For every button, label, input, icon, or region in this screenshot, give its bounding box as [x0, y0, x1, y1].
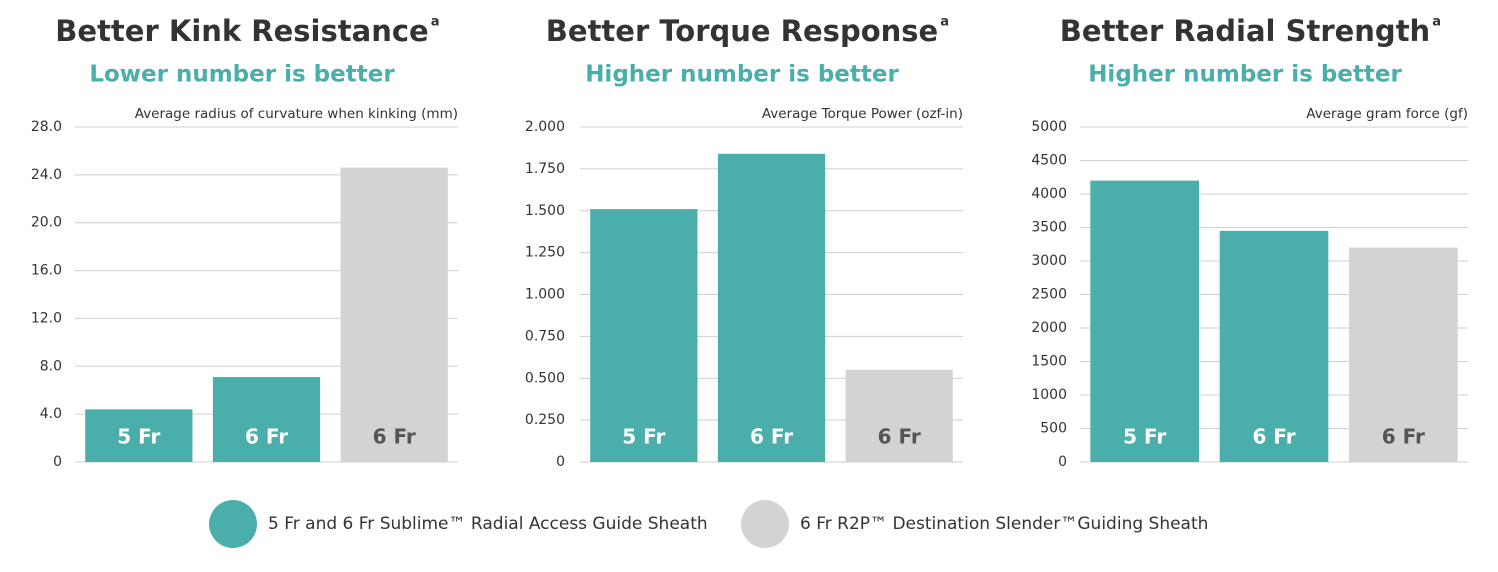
- title-note: a: [940, 15, 949, 30]
- category-label: 5 Fr: [622, 425, 665, 449]
- y-tick-label: 3500: [1031, 220, 1067, 236]
- chart-title: Better Kink Resistance: [55, 14, 428, 48]
- y-axis-label: Average radius of curvature when kinking…: [135, 106, 458, 122]
- category-label: 6 Fr: [750, 425, 793, 449]
- y-tick-label: 500: [1040, 421, 1067, 437]
- y-tick-label: 0.500: [525, 370, 565, 386]
- y-tick-label: 1.500: [525, 203, 565, 219]
- bar: [845, 369, 953, 462]
- y-tick-label: 8.0: [40, 358, 62, 374]
- legend-swatch: [741, 500, 789, 548]
- legend-swatch: [209, 500, 257, 548]
- chart-subtitle: Higher number is better: [1088, 62, 1402, 88]
- category-label: 6 Fr: [878, 425, 921, 449]
- y-tick-label: 3000: [1031, 253, 1067, 269]
- bar: [1090, 180, 1199, 462]
- y-tick-label: 12.0: [31, 310, 62, 326]
- legend-label: 5 Fr and 6 Fr Sublime™ Radial Access Gui…: [268, 514, 708, 534]
- chart-title: Better Radial Strength: [1060, 14, 1430, 48]
- bar: [1219, 230, 1329, 462]
- y-tick-label: 4.0: [40, 406, 62, 422]
- y-tick-label: 2000: [1031, 320, 1067, 336]
- y-tick-label: 1.000: [525, 287, 565, 303]
- y-tick-label: 1.250: [525, 245, 565, 261]
- title-note: a: [431, 15, 440, 30]
- category-label: 5 Fr: [117, 425, 160, 449]
- y-tick-label: 1000: [1031, 387, 1067, 403]
- y-tick-label: 4500: [1031, 153, 1067, 169]
- category-label: 6 Fr: [1382, 425, 1425, 449]
- y-tick-label: 0: [1058, 454, 1067, 470]
- bar: [340, 167, 448, 462]
- chart-subtitle: Higher number is better: [585, 62, 899, 88]
- y-tick-label: 5000: [1031, 119, 1067, 135]
- category-label: 6 Fr: [245, 425, 288, 449]
- y-tick-label: 28.0: [31, 119, 62, 135]
- y-tick-label: 0.750: [525, 328, 565, 344]
- y-tick-label: 2.000: [525, 119, 565, 135]
- y-axis-label: Average Torque Power (ozf-in): [762, 106, 963, 122]
- legend-label: 6 Fr R2P™ Destination Slender™Guiding Sh…: [800, 514, 1208, 534]
- y-tick-label: 2500: [1031, 287, 1067, 303]
- y-tick-label: 1.750: [525, 161, 565, 177]
- bar: [717, 153, 826, 463]
- category-label: 6 Fr: [373, 425, 416, 449]
- y-tick-label: 16.0: [31, 263, 62, 279]
- bar: [590, 209, 698, 462]
- y-tick-label: 4000: [1031, 186, 1067, 202]
- category-label: 5 Fr: [1123, 425, 1166, 449]
- y-tick-label: 1500: [1031, 354, 1067, 370]
- y-axis-label: Average gram force (gf): [1306, 106, 1468, 122]
- y-tick-label: 24.0: [31, 167, 62, 183]
- y-tick-label: 20.0: [31, 215, 62, 231]
- bar: [1349, 247, 1458, 462]
- y-tick-label: 0.250: [525, 412, 565, 428]
- y-tick-label: 0: [53, 454, 62, 470]
- title-note: a: [1432, 15, 1441, 30]
- chart-title: Better Torque Response: [546, 14, 938, 48]
- y-tick-label: 0: [556, 454, 565, 470]
- bar: [85, 409, 193, 462]
- category-label: 6 Fr: [1252, 425, 1295, 449]
- bar: [212, 377, 321, 462]
- chart-subtitle: Lower number is better: [89, 62, 395, 88]
